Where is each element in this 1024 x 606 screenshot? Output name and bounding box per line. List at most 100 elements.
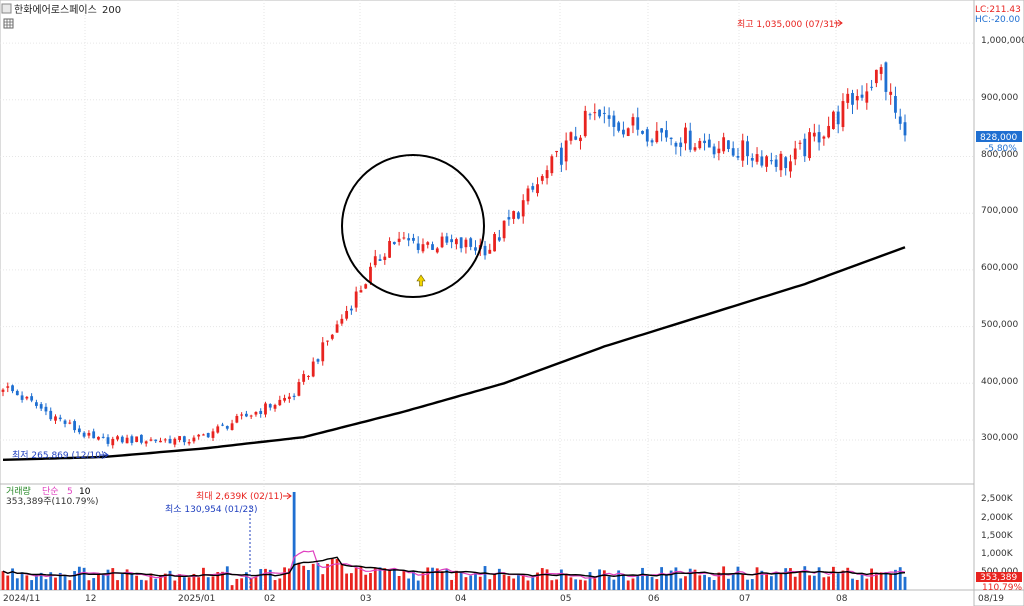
candle-body — [154, 439, 158, 442]
ma-period: 200 — [102, 5, 121, 16]
volume-bar — [493, 574, 496, 590]
candle-body — [335, 324, 339, 333]
volume-bar — [369, 573, 372, 590]
candle-body — [712, 146, 716, 155]
candle-body — [11, 385, 14, 392]
volume-tick-label: 1,000K — [981, 549, 1014, 559]
candle-body — [187, 442, 191, 444]
volume-bar — [898, 567, 902, 590]
candle-body — [178, 436, 181, 441]
candle-body — [35, 402, 38, 406]
candle-body — [574, 136, 578, 140]
volume-bar — [459, 571, 463, 590]
candle-body — [855, 95, 859, 101]
candle-body — [774, 159, 778, 167]
highlight-circle — [341, 154, 485, 298]
volume-bar — [583, 580, 587, 590]
volume-bar — [860, 574, 864, 590]
candle-body — [359, 290, 363, 293]
x-tick-label: 2025/01 — [178, 594, 215, 604]
volume-bar — [392, 568, 396, 590]
candle-body — [144, 441, 148, 444]
volume-bar — [264, 568, 267, 590]
x-tick-label: 03 — [360, 594, 371, 604]
volume-bar — [469, 575, 473, 590]
candle-body — [412, 237, 415, 241]
volume-bar — [421, 573, 425, 590]
candle-body — [378, 259, 382, 261]
candle-body — [641, 130, 644, 134]
candle-body — [326, 340, 329, 342]
candle-body — [674, 142, 678, 147]
candle-body — [311, 361, 315, 377]
volume-bar — [225, 566, 229, 590]
volume-bar — [478, 576, 482, 590]
candle-body — [383, 256, 387, 260]
volume-bar — [555, 579, 559, 590]
candle-body — [283, 397, 286, 401]
volume-bar — [531, 577, 535, 590]
volume-bar — [249, 577, 253, 590]
volume-bar — [345, 573, 349, 590]
volume-bar — [135, 575, 139, 590]
volume-bar — [631, 578, 635, 590]
hc-label: HC:-20.00 — [975, 15, 1020, 25]
volume-bar — [579, 579, 582, 590]
candle-body — [140, 434, 143, 443]
volume-bar — [727, 578, 730, 590]
volume-bar — [879, 572, 883, 590]
volume-bar — [383, 568, 387, 590]
candle-body — [163, 439, 167, 441]
candle-body — [6, 386, 10, 388]
volume-bar — [836, 573, 840, 590]
candle-body — [292, 395, 296, 397]
volume-bar — [798, 571, 802, 590]
volume-bar — [512, 578, 516, 590]
volume-bar — [641, 567, 644, 590]
candle-body — [664, 130, 668, 138]
candle-body — [302, 374, 306, 382]
volume-bar — [750, 579, 754, 590]
volume-bar — [283, 567, 286, 590]
settings-box-icon[interactable] — [1, 3, 12, 14]
candle-body — [784, 157, 788, 169]
candle-body — [903, 122, 907, 136]
grid-toggle-icon[interactable] — [3, 18, 14, 29]
volume-legend-name: 거래량 — [6, 485, 31, 497]
candle-body — [149, 439, 153, 441]
volume-bar — [92, 578, 96, 590]
volume-bar — [488, 579, 492, 590]
volume-bar — [741, 574, 745, 590]
x-tick-label: 07 — [739, 594, 750, 604]
volume-summary: 353,389주(110.79%) — [6, 496, 99, 507]
candle-body — [507, 217, 511, 220]
candle-body — [192, 437, 196, 442]
volume-bar — [607, 576, 611, 590]
candle-body — [340, 318, 344, 324]
volume-bar — [178, 574, 181, 590]
candle-body — [626, 128, 630, 136]
x-tick-label: 02 — [264, 594, 275, 604]
volume-bar — [273, 580, 277, 590]
candle-body — [97, 436, 100, 440]
volume-bar — [292, 491, 296, 590]
volume-bar — [827, 576, 831, 590]
candle-body — [254, 412, 258, 415]
volume-bar — [302, 565, 306, 590]
volume-bar — [564, 573, 568, 590]
volume-tick-label: 2,500K — [981, 494, 1014, 504]
volume-bar — [703, 574, 706, 590]
candle-body — [402, 237, 406, 239]
candle-body — [483, 245, 487, 256]
candle-body — [369, 266, 372, 283]
volume-bar — [779, 572, 783, 590]
candle-body — [617, 122, 621, 131]
y-axis-area — [973, 0, 1024, 606]
candle-body — [545, 170, 549, 179]
candle-body — [345, 310, 349, 319]
candle-body — [259, 410, 263, 415]
volume-bar — [58, 572, 62, 590]
candle-body — [731, 148, 735, 156]
volume-bar — [717, 572, 721, 590]
